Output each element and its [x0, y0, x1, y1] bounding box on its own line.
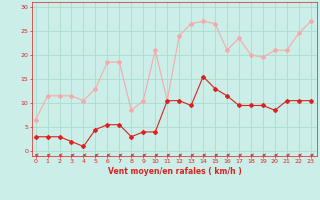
X-axis label: Vent moyen/en rafales ( km/h ): Vent moyen/en rafales ( km/h ) [108, 167, 241, 176]
